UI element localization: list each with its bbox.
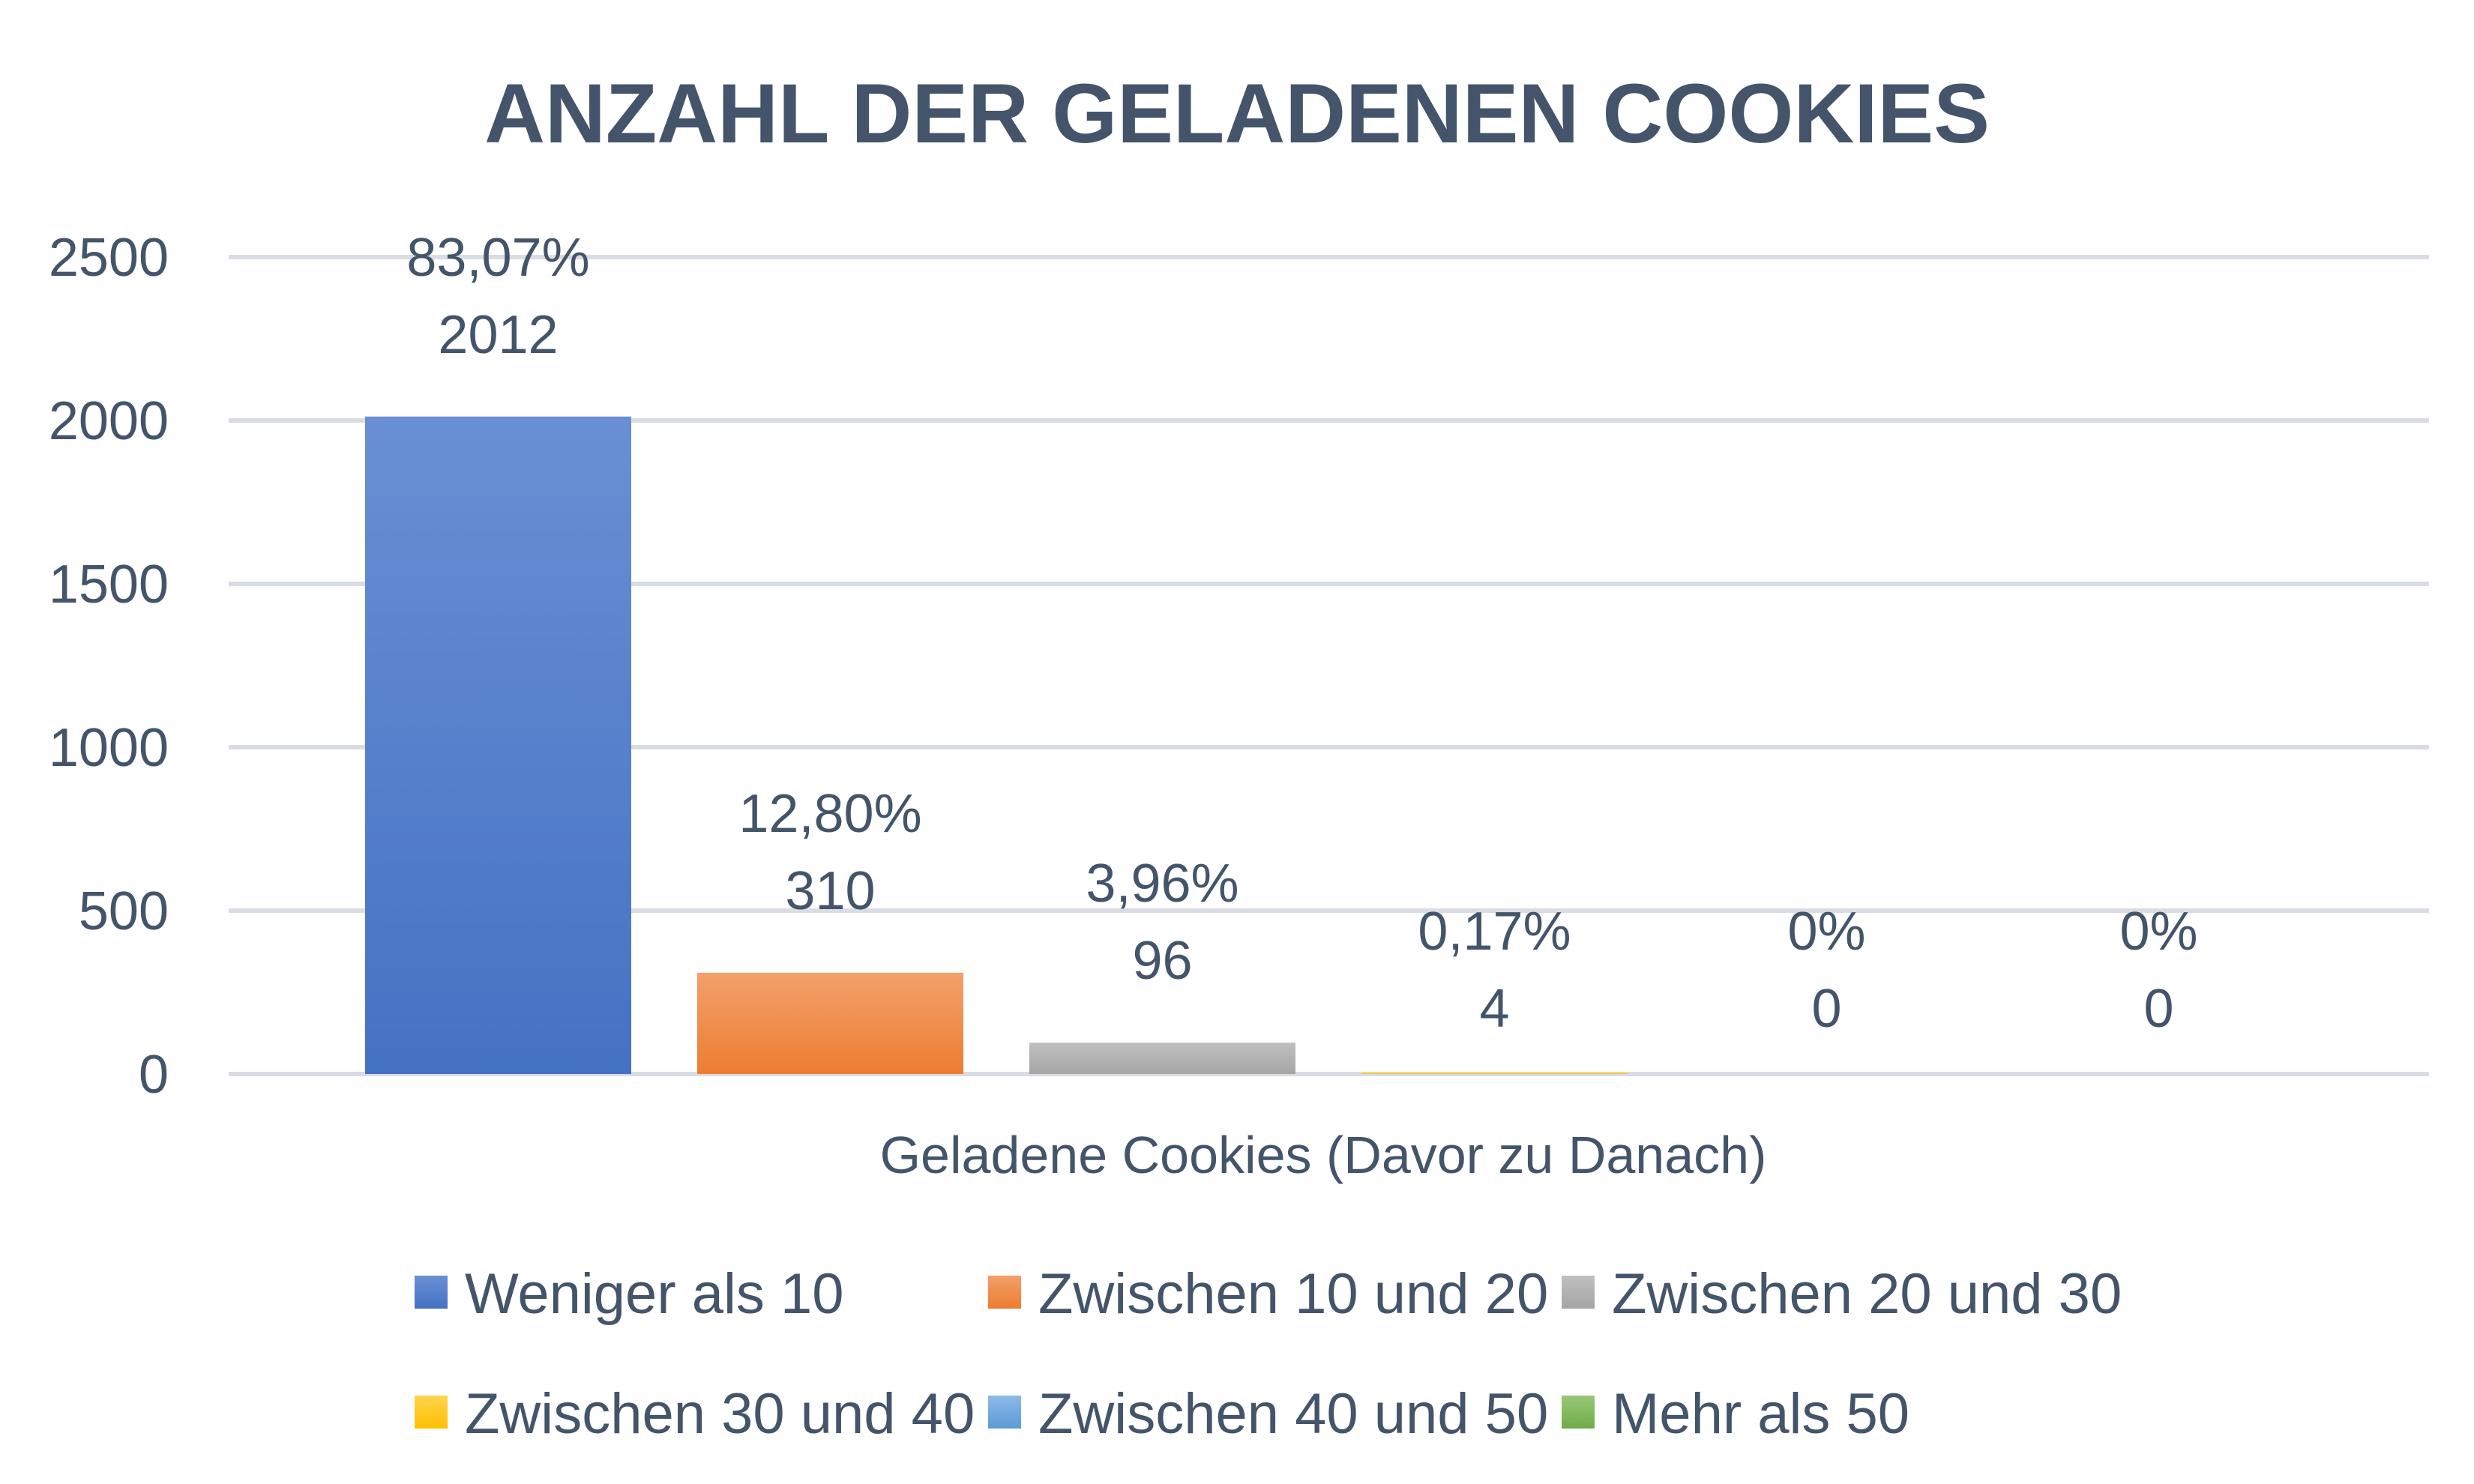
y-tick-label: 2000 [49, 391, 169, 451]
data-label-percent: 0,17% [1418, 902, 1571, 962]
bar [697, 972, 963, 1074]
data-label-value: 2012 [438, 305, 558, 365]
y-tick-label: 1000 [49, 718, 169, 778]
legend-item: Zwischen 10 und 20 [988, 1262, 1548, 1326]
legend-label: Weniger als 10 [465, 1262, 844, 1326]
legend-label: Zwischen 20 und 30 [1612, 1262, 2122, 1326]
y-tick-label: 1500 [49, 555, 169, 615]
legend-label: Zwischen 10 und 20 [1038, 1262, 1548, 1326]
data-labels: 83,07% 2012 12,80% 310 3,96% 96 0,17% 4 0% 0 0% 0 [406, 228, 2197, 1039]
data-label-percent: 0% [1787, 902, 1865, 962]
data-label-value: 310 [785, 861, 875, 921]
legend: Weniger als 10 Zwischen 10 und 20 Zwischen… [415, 1262, 2122, 1446]
data-label-percent: 3,96% [1086, 854, 1238, 914]
y-tick-label: 0 [139, 1045, 169, 1105]
data-label-percent: 12,80% [738, 784, 921, 844]
bar [1029, 1043, 1295, 1074]
legend-swatch [415, 1396, 448, 1429]
y-tick-label: 2500 [49, 228, 169, 288]
legend-label: Zwischen 30 und 40 [465, 1382, 975, 1446]
legend-label: Zwischen 40 und 50 [1038, 1382, 1548, 1446]
data-label-percent: 83,07% [406, 228, 589, 288]
legend-swatch [988, 1396, 1021, 1429]
legend-item: Zwischen 20 und 30 [1562, 1262, 2122, 1326]
x-axis-title: Geladene Cookies (Davor zu Danach) [880, 1126, 1767, 1184]
legend-swatch [988, 1276, 1021, 1309]
bar [365, 416, 631, 1074]
legend-swatch [1562, 1276, 1595, 1309]
bars [365, 416, 1628, 1074]
data-label-value: 96 [1132, 931, 1192, 991]
legend-item: Mehr als 50 [1562, 1382, 1909, 1446]
y-axis-ticks: 0 500 1000 1500 2000 2500 [49, 228, 169, 1105]
data-label-percent: 0% [2119, 902, 2197, 962]
legend-swatch [1562, 1396, 1595, 1429]
data-label-value: 4 [1479, 979, 1509, 1039]
legend-item: Zwischen 30 und 40 [415, 1382, 975, 1446]
bar [1361, 1073, 1628, 1074]
data-label-value: 0 [1811, 979, 1841, 1039]
y-tick-label: 500 [79, 881, 169, 941]
legend-swatch [415, 1276, 448, 1309]
legend-item: Weniger als 10 [415, 1262, 844, 1326]
data-label-value: 0 [2143, 979, 2173, 1039]
legend-label: Mehr als 50 [1612, 1382, 1909, 1446]
legend-item: Zwischen 40 und 50 [988, 1382, 1548, 1446]
chart-title: ANZAHL DER GELADENEN COOKIES [484, 67, 1990, 160]
